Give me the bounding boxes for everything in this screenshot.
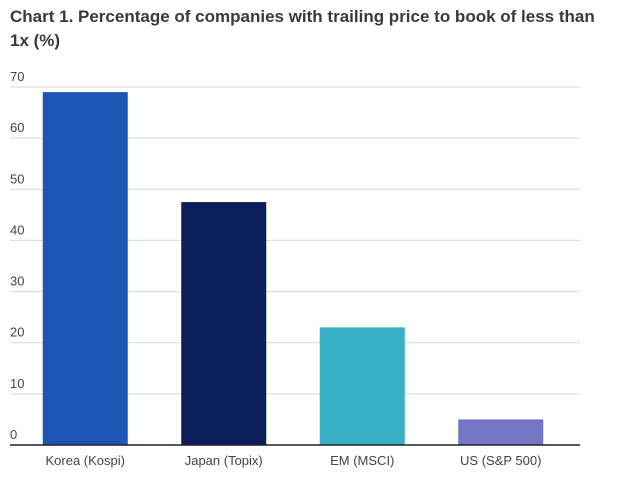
y-tick-label: 20 [10,325,24,340]
bar [319,327,405,445]
x-tick-label: Korea (Kospi) [46,453,125,468]
x-tick-label: EM (MSCI) [330,453,394,468]
bar [42,92,128,445]
chart-title: Chart 1. Percentage of companies with tr… [10,7,595,50]
bar [458,419,544,445]
x-axis-ticks: Korea (Kospi) Japan (Topix) EM (MSCI) US (S… [46,453,542,468]
y-tick-label: 70 [10,69,24,84]
y-tick-label: 40 [10,222,24,237]
y-tick-label: 30 [10,274,24,289]
y-tick-label: 60 [10,120,24,135]
x-tick-label: US (S&P 500) [460,453,541,468]
bar [181,202,267,445]
y-axis-ticks: 0 10 20 30 40 50 60 70 [10,69,24,442]
y-tick-label: 10 [10,376,24,391]
y-tick-label: 50 [10,171,24,186]
y-tick-label: 0 [10,427,17,442]
bars [42,92,544,445]
x-tick-label: Japan (Topix) [185,453,263,468]
